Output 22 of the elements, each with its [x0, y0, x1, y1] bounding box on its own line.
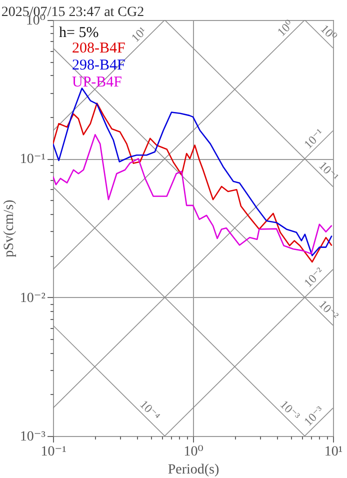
annotation: 10⁻² [301, 264, 327, 290]
annotation: h= 5% [59, 25, 99, 41]
y-tick-label: 10⁻³ [20, 430, 46, 444]
x-tick-label: 10⁻¹ [40, 444, 66, 460]
text: UP-B4F [72, 74, 122, 90]
y-tick-label: 10⁻² [20, 290, 46, 306]
annotation: 10⁻² [316, 297, 342, 323]
annotation: 10⁻³ [301, 402, 327, 429]
series-label: 298-B4F [72, 58, 126, 74]
x-tick-label: 10¹ [324, 444, 343, 460]
annotation: 10⁰ [274, 17, 296, 39]
annotation: 10⁰ [318, 22, 340, 44]
annotation: 10⁻⁴ [137, 397, 164, 423]
annotation: 10⁻¹ [301, 126, 327, 152]
text: 208-B4F [72, 40, 126, 56]
x-axis-title: Period(s) [168, 462, 220, 478]
y-axis-title: pSv(cm/s) [2, 199, 17, 258]
y-tick-label: 10⁻¹ [20, 152, 46, 168]
annotation: 10¹ [128, 24, 150, 45]
x-tick-label: 10⁰ [184, 444, 204, 460]
annotation: 10⁻¹ [316, 158, 342, 184]
annotation: 10⁻³ [277, 397, 304, 424]
